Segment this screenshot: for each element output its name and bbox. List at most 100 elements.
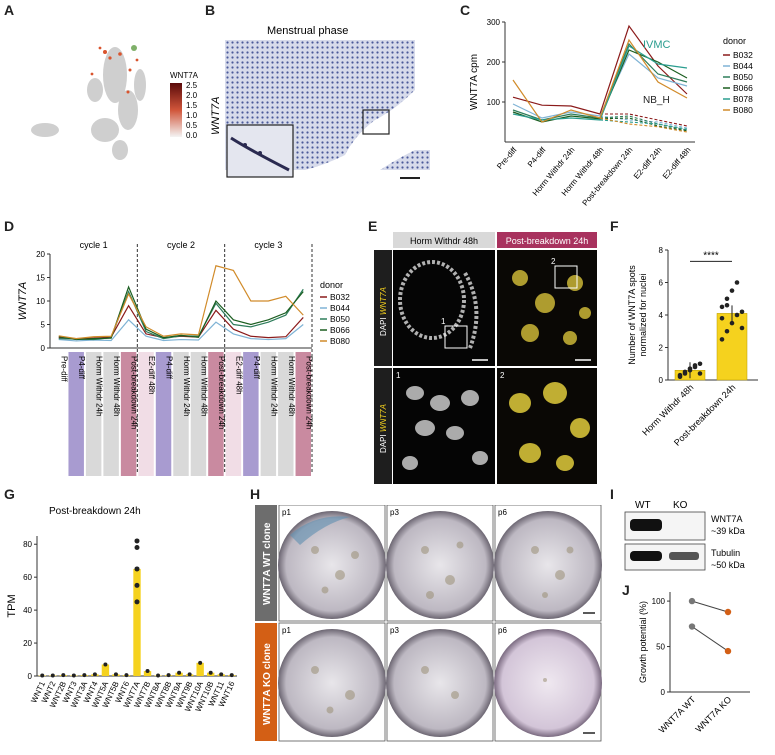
c-nbh-line-B044 <box>599 115 688 129</box>
g-ytick-label: 40 <box>23 606 32 615</box>
chart-g: Post-breakdown 24h020406080TPMWNT1WNT2WN… <box>6 506 237 713</box>
f-point <box>682 369 688 375</box>
d-ytick-label: 0 <box>41 344 46 353</box>
g-point <box>113 672 118 677</box>
well-ko-p1 <box>278 629 386 737</box>
ish-ylabel: WNT7A <box>210 97 222 136</box>
j-ytick-label: 100 <box>652 597 666 606</box>
svg-text:Horm Withdr 48h: Horm Withdr 48h <box>410 236 478 246</box>
j-point-wt <box>688 623 696 630</box>
j-point-ko <box>724 647 732 655</box>
svg-text:1.5: 1.5 <box>186 101 198 110</box>
svg-text:2: 2 <box>500 371 505 380</box>
panel-label-j: J <box>622 582 630 598</box>
g-point <box>198 660 203 665</box>
svg-text:0.0: 0.0 <box>186 131 198 140</box>
c-xtick-label: E2-diff 24h <box>632 146 664 181</box>
panel-label-h: H <box>250 486 261 502</box>
j-ylabel: Growth potential (%) <box>638 601 648 683</box>
f-point <box>697 371 703 376</box>
g-point <box>134 566 140 572</box>
c-legend-entry: B032 <box>733 50 753 60</box>
d-category-strip <box>208 352 224 476</box>
d-series-line-B050 <box>58 288 304 341</box>
umap-scale-ticks: 2.5 2.0 1.5 1.0 0.5 0.0 <box>186 81 198 140</box>
g-point <box>134 582 140 588</box>
d-cycle-label: cycle 2 <box>167 240 195 250</box>
f-point <box>697 361 703 367</box>
d-legend-entry: B050 <box>330 314 350 324</box>
f-significance-label: **** <box>703 250 719 261</box>
c-ytick-label: 300 <box>487 18 501 27</box>
ish-panel: Menstrual phase WNT7A <box>210 25 430 179</box>
f-point <box>734 280 740 285</box>
svg-text:1.0: 1.0 <box>186 111 198 120</box>
panel-label-a: A <box>4 2 15 18</box>
f-point <box>687 366 693 371</box>
ish-title: Menstrual phase <box>267 25 348 37</box>
d-cycle-label: cycle 1 <box>80 240 108 250</box>
svg-text:KO: KO <box>673 500 688 511</box>
f-point <box>719 315 725 321</box>
c-xtick-label: Pre-diff <box>495 145 519 171</box>
c-xtick-label: E2-diff 48h <box>661 146 693 181</box>
d-ytick-label: 10 <box>36 297 45 306</box>
g-point <box>208 670 213 675</box>
svg-text:~50 kDa: ~50 kDa <box>711 560 745 570</box>
g-bar <box>133 568 141 676</box>
g-point <box>134 538 140 544</box>
g-point <box>82 673 87 678</box>
fluorescence-panel: Horm Withdr 48h Post-breakdown 24h DAPI … <box>374 232 597 484</box>
g-ylabel: TPM <box>6 594 18 617</box>
g-bar <box>196 662 204 676</box>
c-ytick-label: 100 <box>487 98 501 107</box>
svg-text:Tubulin: Tubulin <box>711 548 740 558</box>
panel-label-d: D <box>4 218 15 234</box>
g-point <box>134 545 140 551</box>
d-category-strip <box>103 352 119 476</box>
d-legend-entry: B066 <box>330 325 350 335</box>
g-point <box>145 669 150 674</box>
g-point <box>50 673 55 678</box>
c-nbh-line-B050 <box>599 115 688 131</box>
panel-label-c: C <box>460 2 471 18</box>
panel-label-g: G <box>4 486 15 502</box>
d-xtick-label: Pre-diff <box>60 356 69 382</box>
f-point <box>729 288 735 293</box>
c-legend-entry: B078 <box>733 94 753 104</box>
f-point <box>719 304 725 310</box>
well-wt-p1 <box>278 511 386 619</box>
d-category-strip <box>155 352 172 476</box>
f-point <box>729 320 735 326</box>
umap-colorbar <box>170 83 182 137</box>
f-point <box>734 312 740 318</box>
d-xtick-label: E2-diff 48h <box>147 356 156 395</box>
well-ko-p6 <box>494 629 602 737</box>
g-point <box>103 662 108 667</box>
c-legend-title: donor <box>723 36 746 46</box>
d-series-line-B066 <box>58 285 304 341</box>
g-point <box>229 673 234 678</box>
svg-text:WT: WT <box>635 500 651 511</box>
g-ytick-label: 60 <box>23 573 32 582</box>
d-xtick-label: Horm Withdr 24h <box>269 356 278 416</box>
f-point <box>724 302 730 308</box>
j-pair-line <box>691 600 729 613</box>
g-point <box>177 670 182 675</box>
stain-label-top: DAPI WNT7A <box>379 287 388 336</box>
d-category-strip <box>138 352 154 476</box>
svg-text:p3: p3 <box>390 508 399 517</box>
chart-f: 0 2 4 6 8 Number of WNT7A spotsnormalized for… <box>627 246 758 448</box>
g-point <box>71 673 76 678</box>
g-bar <box>101 664 110 676</box>
svg-text:1: 1 <box>441 317 446 326</box>
d-category-strip <box>295 352 311 476</box>
band-tubulin-ko <box>669 552 699 560</box>
g-point <box>166 673 171 678</box>
g-point <box>187 672 192 677</box>
d-ytick-label: 20 <box>36 250 45 259</box>
svg-text:WNT7A: WNT7A <box>711 514 743 524</box>
f-point <box>677 372 683 378</box>
svg-text:2: 2 <box>551 257 556 266</box>
